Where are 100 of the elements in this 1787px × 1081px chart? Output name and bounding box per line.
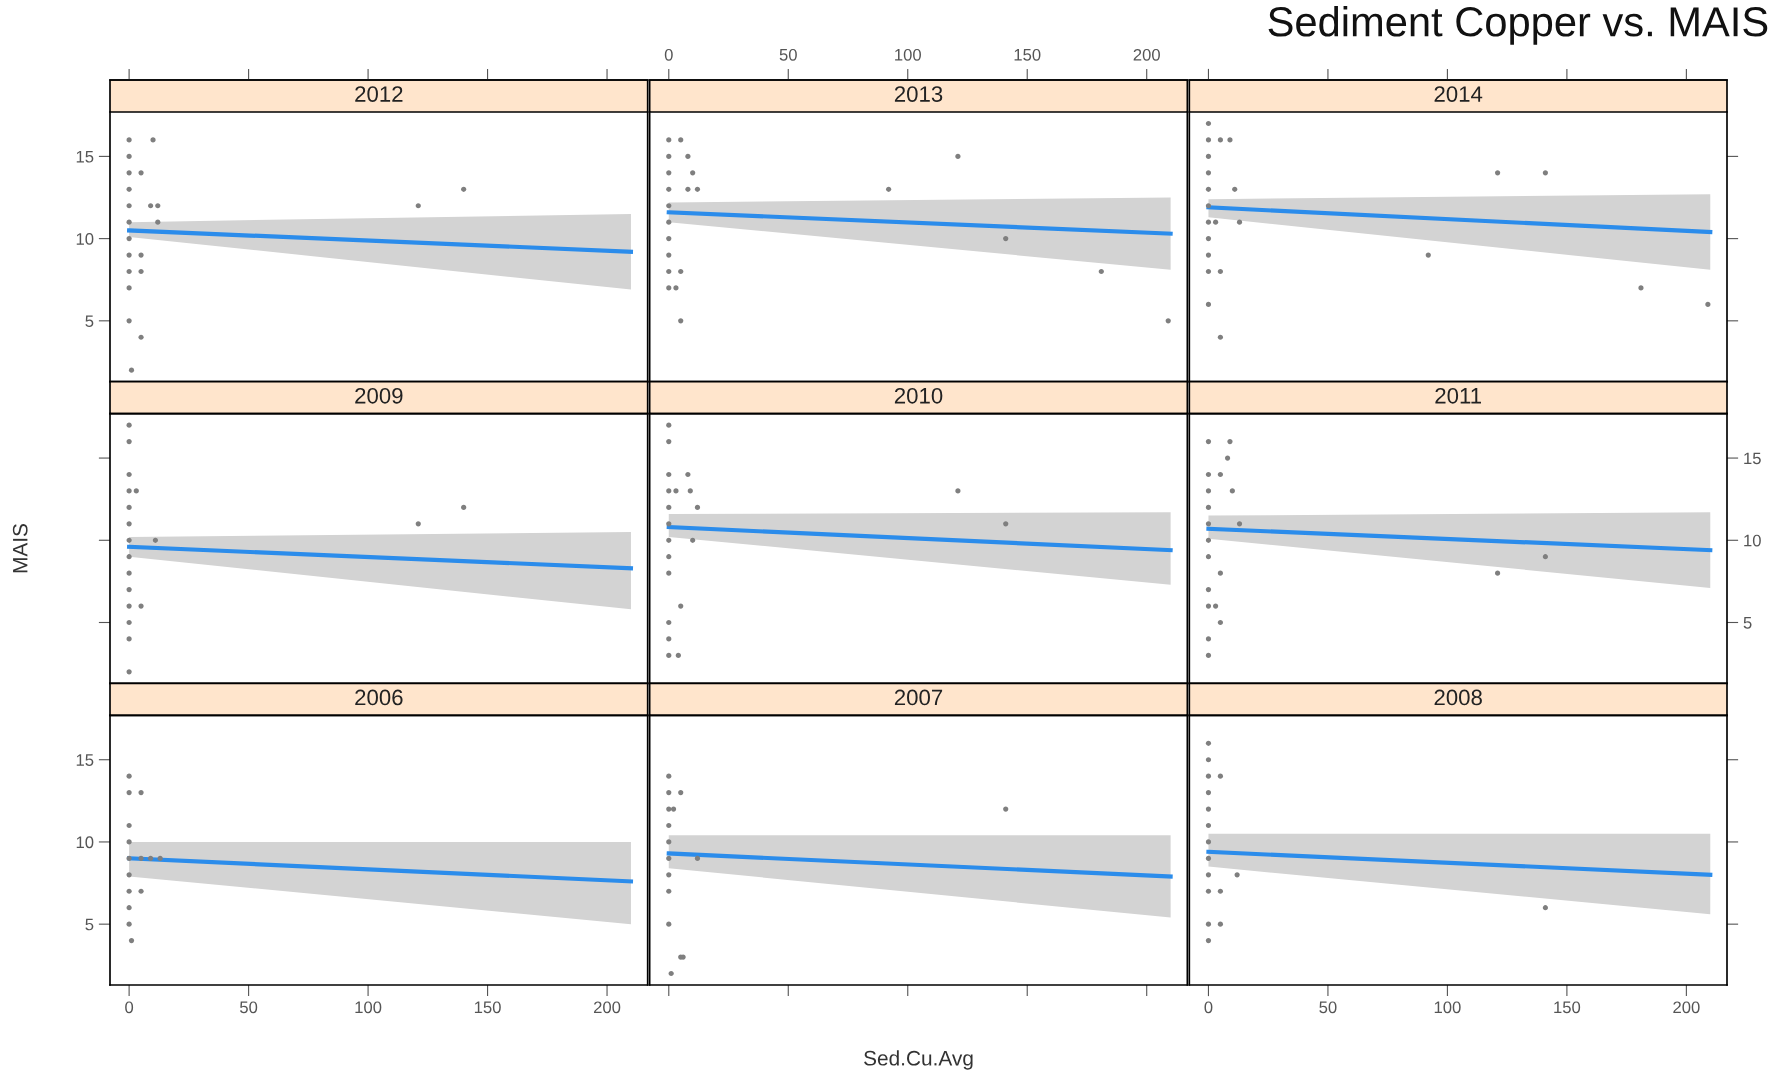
point	[666, 888, 672, 894]
point	[1217, 888, 1223, 894]
point	[126, 318, 132, 324]
point	[126, 285, 132, 291]
point	[666, 790, 672, 796]
point	[1205, 587, 1212, 593]
point	[666, 137, 672, 143]
point	[126, 137, 132, 143]
point	[666, 619, 672, 626]
point	[690, 537, 696, 543]
point	[126, 521, 132, 527]
point	[1236, 219, 1243, 225]
point	[126, 570, 132, 576]
chart-title: 2012	[355, 86, 403, 102]
point	[666, 219, 672, 225]
point	[666, 872, 672, 878]
point	[666, 504, 672, 510]
point	[126, 872, 132, 878]
point	[1217, 773, 1223, 779]
point	[1217, 334, 1223, 340]
point	[1205, 252, 1212, 258]
point	[1205, 888, 1212, 894]
point	[1205, 170, 1212, 176]
point	[685, 471, 691, 478]
point	[126, 186, 132, 192]
point	[666, 439, 672, 445]
point	[138, 268, 144, 275]
point	[955, 153, 961, 159]
point	[666, 488, 672, 494]
chart-title: 2013	[894, 86, 943, 102]
point	[1495, 170, 1501, 176]
point	[1003, 236, 1009, 242]
point	[126, 170, 132, 176]
point	[126, 537, 132, 543]
point	[678, 137, 684, 143]
x-tick-label: 50	[1319, 1001, 1337, 1014]
point	[126, 252, 132, 258]
point	[1425, 252, 1431, 258]
chart-title: 2011	[1435, 387, 1481, 404]
x-tick-label: 200	[1133, 48, 1160, 61]
point	[1205, 301, 1212, 307]
point	[150, 137, 156, 143]
point	[1205, 921, 1212, 927]
point	[1217, 471, 1223, 478]
point	[666, 186, 672, 192]
point	[666, 806, 672, 812]
point	[126, 905, 132, 911]
x-tick-label: 50	[779, 48, 797, 61]
point	[126, 488, 132, 494]
point	[126, 219, 132, 225]
point	[155, 219, 161, 225]
point	[1217, 570, 1223, 576]
point	[148, 203, 154, 209]
point	[1205, 537, 1212, 543]
point	[1205, 652, 1212, 658]
point	[126, 619, 132, 626]
point	[1217, 137, 1223, 143]
point	[126, 839, 132, 845]
point	[666, 822, 672, 829]
point	[1205, 757, 1212, 763]
point	[126, 268, 132, 275]
point	[673, 285, 679, 291]
point	[678, 790, 684, 796]
point	[138, 888, 144, 894]
x-tick-label: 100	[1434, 1001, 1461, 1014]
point	[138, 790, 144, 796]
point	[666, 554, 672, 560]
point	[666, 203, 672, 209]
point	[955, 488, 961, 494]
point	[678, 603, 684, 609]
point	[685, 153, 691, 159]
point	[1205, 219, 1212, 225]
point	[666, 521, 672, 527]
point	[126, 439, 132, 445]
point	[128, 367, 135, 373]
point	[126, 822, 132, 829]
y-tick-label: 5	[85, 315, 94, 328]
point	[1205, 439, 1212, 445]
point	[126, 504, 132, 510]
point	[148, 855, 154, 861]
y-tick-label: 5	[1743, 617, 1752, 629]
point	[126, 636, 132, 642]
y-tick-label: 10	[76, 233, 94, 245]
x-tick-label: 100	[355, 1001, 382, 1014]
point	[690, 170, 696, 176]
point	[138, 170, 144, 176]
point	[1205, 153, 1212, 159]
point	[1224, 455, 1231, 461]
y-tick-label: 5	[85, 918, 94, 931]
point	[1205, 236, 1212, 242]
y-tick-label: 15	[76, 150, 94, 163]
x-tick-label: 200	[593, 1001, 621, 1014]
point	[673, 488, 679, 494]
point	[126, 587, 132, 593]
point	[126, 603, 132, 609]
point	[670, 806, 677, 812]
point	[678, 268, 684, 275]
point	[694, 186, 701, 192]
point	[666, 471, 672, 478]
point	[1165, 318, 1171, 324]
